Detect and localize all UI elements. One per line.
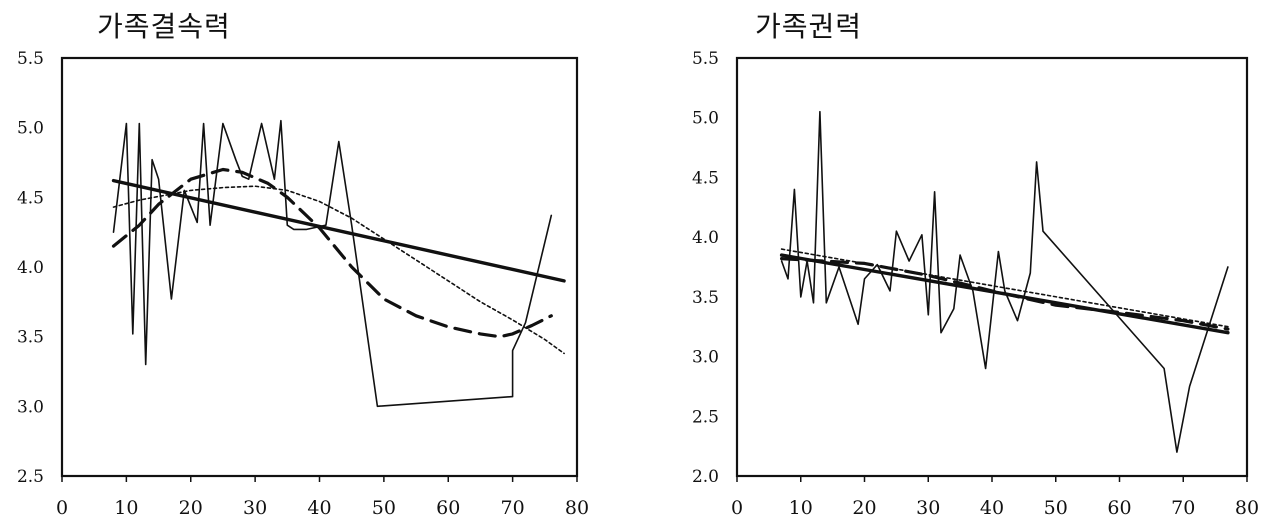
cohesion-line-chart: 0 10 20 30 40 50 60 70 80 2.5 3.0 3.5 4.0 4.5 5.0 5.5	[17, 49, 589, 519]
x-tick-label: 10	[789, 497, 813, 519]
x-tick-label: 80	[1235, 497, 1259, 519]
x-tick-label: 50	[372, 497, 396, 519]
y-tick-label: 2.5	[17, 467, 44, 487]
y-tick-label: 5.5	[692, 49, 719, 69]
y-tick-label: 3.0	[692, 348, 719, 368]
y-tick-label: 4.0	[692, 228, 719, 248]
series-line-solid-thick	[111, 178, 566, 283]
y-tick-label: 3.5	[692, 288, 719, 308]
x-tick-label: 60	[436, 497, 460, 519]
y-tick-label: 5.0	[692, 109, 719, 129]
x-tick-label: 60	[1107, 497, 1131, 519]
x-tick-label: 20	[852, 497, 876, 519]
cohesion-chart-panel: 가족결속력 0 10 20 30 40 50 60 70 80 2.5 3.0 3.5 4.0 4.5 5.…	[0, 0, 620, 526]
power-line-chart: 0 10 20 30 40 50 60 70 80 2.0 2.5 3.0 3.5 4.0 4.5 5.0 5.…	[692, 49, 1259, 519]
x-tick-label: 80	[565, 497, 589, 519]
y-tick-label: 4.5	[17, 188, 44, 208]
x-tick-label: 0	[731, 497, 743, 519]
x-tick-label: 10	[114, 497, 138, 519]
x-tick-label: 0	[56, 497, 68, 519]
y-tick-label: 2.5	[692, 407, 719, 427]
power-chart-panel: 가족권력 0 10 20 30 40 50 60 70 80 2.0 2.5 3.0 3.5 4.0 4.5…	[630, 0, 1273, 526]
x-tick-label: 70	[501, 497, 525, 519]
x-tick-label: 50	[1044, 497, 1068, 519]
chart-title: 가족결속력	[97, 10, 231, 43]
y-tick-label: 5.5	[17, 49, 44, 69]
y-tick-label: 4.0	[17, 258, 44, 278]
x-tick-label: 30	[243, 497, 267, 519]
series-line-solid-thin	[112, 119, 553, 408]
x-tick-label: 70	[1171, 497, 1195, 519]
series-line-dotted	[112, 185, 565, 355]
series-line-dashed	[111, 167, 553, 339]
series-line-solid-thin	[780, 110, 1229, 453]
y-tick-label: 4.5	[692, 168, 719, 188]
y-tick-label: 2.0	[692, 467, 719, 487]
x-tick-label: 40	[980, 497, 1004, 519]
x-tick-label: 40	[307, 497, 331, 519]
x-tick-label: 30	[916, 497, 940, 519]
x-tick-label: 20	[179, 497, 203, 519]
y-tick-label: 3.5	[17, 328, 44, 348]
y-tick-label: 5.0	[17, 119, 44, 139]
y-tick-label: 3.0	[17, 397, 44, 417]
chart-title: 가족권력	[755, 10, 863, 43]
